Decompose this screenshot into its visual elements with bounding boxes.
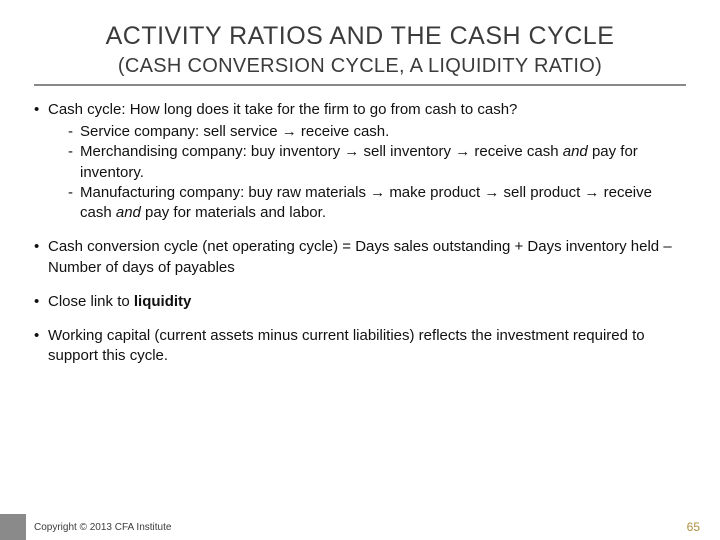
sub-bullet-dash: - — [68, 142, 80, 183]
sub-bullet: - Merchandising company: buy inventory →… — [68, 142, 686, 183]
bullet-liquidity: • Close link to liquidity — [34, 292, 686, 312]
slide-footer: Copyright © 2013 CFA Institute 65 — [0, 514, 720, 540]
slide-title: ACTIVITY RATIOS AND THE CASH CYCLE — [34, 22, 686, 51]
bullet-dot: • — [34, 292, 48, 312]
bullet-dot: • — [34, 326, 48, 367]
bullet-working-capital: • Working capital (current assets minus … — [34, 326, 686, 367]
bullet-ccc-formula: • Cash conversion cycle (net operating c… — [34, 237, 686, 278]
sub-bullet: - Service company: sell service → receiv… — [68, 122, 686, 142]
footer-copyright: Copyright © 2013 CFA Institute — [34, 522, 171, 533]
bullet-text: Cash cycle: How long does it take for th… — [48, 100, 686, 120]
bullet-cash-cycle: • Cash cycle: How long does it take for … — [34, 100, 686, 120]
slide-number: 65 — [687, 520, 700, 534]
bullet-dot: • — [34, 237, 48, 278]
slide-body: • Cash cycle: How long does it take for … — [34, 100, 686, 367]
sub-bullet-dash: - — [68, 122, 80, 142]
sub-bullet-text: Service company: sell service → receive … — [80, 122, 686, 142]
slide-subtitle: (CASH CONVERSION CYCLE, A LIQUIDITY RATI… — [34, 55, 686, 78]
sub-bullet-text: Merchandising company: buy inventory → s… — [80, 142, 686, 183]
sub-bullets-cash-cycle: - Service company: sell service → receiv… — [68, 122, 686, 223]
footer-accent-band — [0, 514, 26, 540]
bullet-dot: • — [34, 100, 48, 120]
bullet-text: Cash conversion cycle (net operating cyc… — [48, 237, 686, 278]
sub-bullet-text: Manufacturing company: buy raw materials… — [80, 183, 686, 224]
bullet-text: Close link to liquidity — [48, 292, 686, 312]
sub-bullet: - Manufacturing company: buy raw materia… — [68, 183, 686, 224]
title-divider — [34, 84, 686, 86]
sub-bullet-dash: - — [68, 183, 80, 224]
bullet-text: Working capital (current assets minus cu… — [48, 326, 686, 367]
